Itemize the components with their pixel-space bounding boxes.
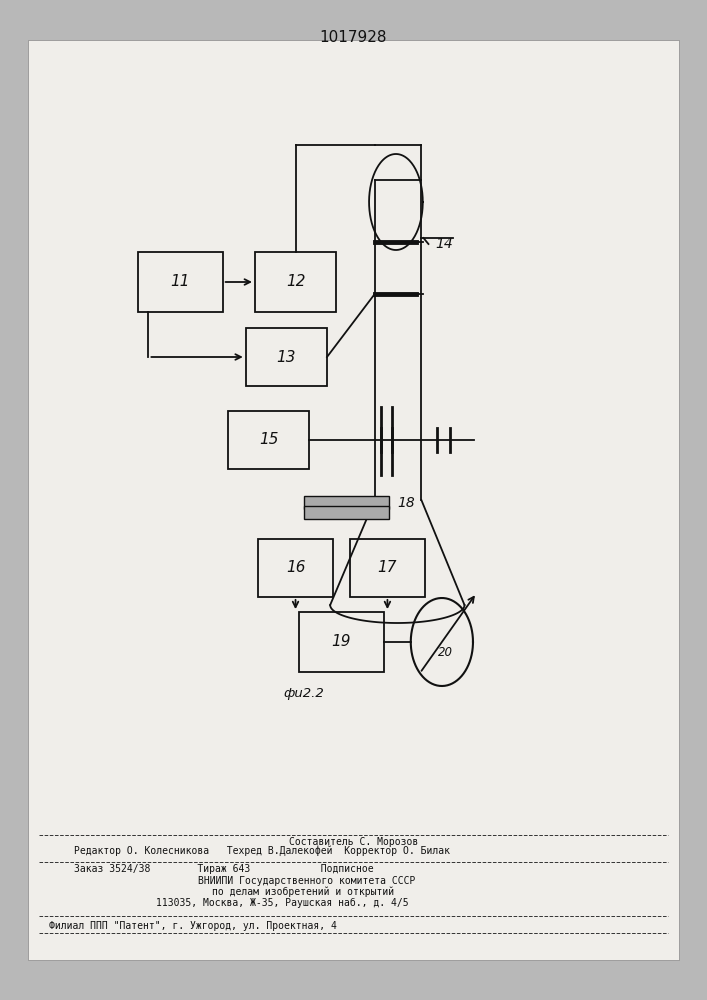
Text: 18: 18 <box>397 496 415 510</box>
Text: по делам изобретений и открытий: по делам изобретений и открытий <box>212 887 395 897</box>
Text: 20: 20 <box>438 646 453 658</box>
Bar <box>299 612 384 672</box>
Text: ВНИИПИ Государственного комитета СССР: ВНИИПИ Государственного комитета СССР <box>198 876 415 886</box>
Bar <box>351 539 424 597</box>
Bar <box>246 328 327 386</box>
Text: 16: 16 <box>286 560 305 576</box>
Text: 14: 14 <box>436 237 453 251</box>
Bar <box>255 252 336 312</box>
Text: 13: 13 <box>276 350 296 364</box>
Bar <box>304 506 389 519</box>
Bar <box>258 539 332 597</box>
Text: 12: 12 <box>286 274 305 290</box>
Text: Заказ 3524/38        Тираж 643            Подписное: Заказ 3524/38 Тираж 643 Подписное <box>74 864 374 874</box>
Bar <box>228 411 309 469</box>
Bar <box>138 252 223 312</box>
Text: 15: 15 <box>259 432 279 448</box>
Text: Составитель С. Морозов: Составитель С. Морозов <box>289 837 418 847</box>
Text: 17: 17 <box>378 560 397 576</box>
Text: Филиал ППП "Патент", г. Ужгород, ул. Проектная, 4: Филиал ППП "Патент", г. Ужгород, ул. Про… <box>49 921 337 931</box>
FancyBboxPatch shape <box>28 40 679 960</box>
Text: 1017928: 1017928 <box>320 29 387 44</box>
Bar <box>304 496 389 509</box>
Text: фu2.2: фu2.2 <box>284 688 325 700</box>
Text: Редактор О. Колесникова   Техред В.Далекофей  Корректор О. Билак: Редактор О. Колесникова Техред В.Далекоф… <box>74 846 450 856</box>
Text: 113035, Москва, Ж-35, Раушская наб., д. 4/5: 113035, Москва, Ж-35, Раушская наб., д. … <box>156 898 408 908</box>
Text: 19: 19 <box>332 635 351 650</box>
Text: 11: 11 <box>170 274 190 290</box>
